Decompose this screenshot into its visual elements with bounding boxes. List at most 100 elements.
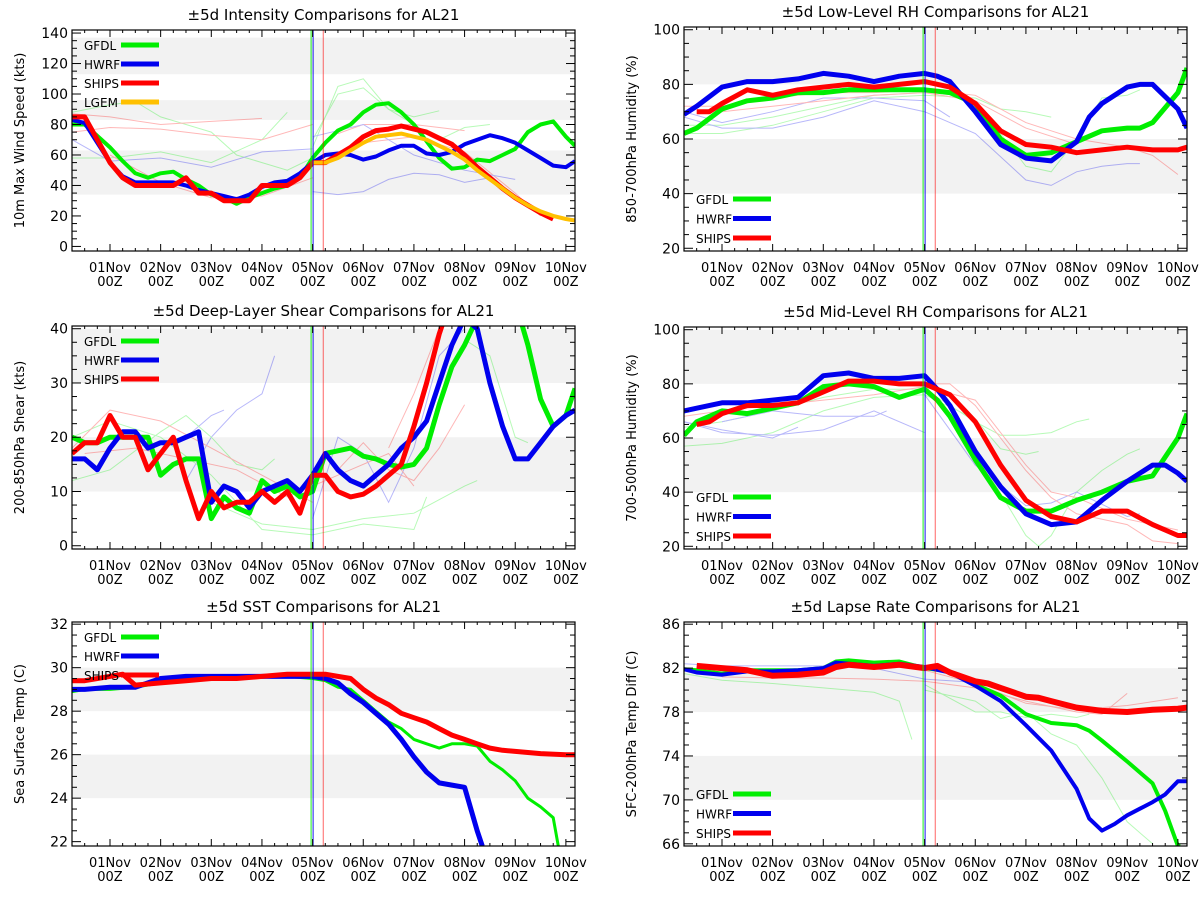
background-line-hwrf — [185, 409, 225, 438]
series-line-ships — [696, 79, 1187, 156]
background-line-gfdl — [464, 339, 529, 444]
y-axis-label: 10m Max Wind Speed (kts) — [13, 53, 28, 229]
background-line-gfdl — [72, 420, 428, 536]
x-tick-label-hour: 00Z — [811, 573, 837, 588]
y-tick-label: 80 — [50, 117, 68, 133]
series-lines — [684, 658, 1187, 846]
x-tick-label-date: 04Nov — [241, 559, 283, 574]
x-tick-label-hour: 00Z — [351, 275, 377, 290]
x-tick-label-hour: 00Z — [1115, 870, 1141, 885]
legend-label: GFDL — [84, 335, 116, 349]
y-tick-label: 0 — [59, 239, 68, 255]
x-tick-label-date: 02Nov — [140, 856, 182, 871]
x-tick-label-hour: 00Z — [1165, 275, 1191, 290]
y-tick-label: 20 — [662, 241, 680, 257]
x-tick-label-date: 04Nov — [241, 261, 283, 276]
y-tick-label: 74 — [662, 749, 680, 765]
y-tick-label: 40 — [662, 485, 680, 501]
x-tick-label-date: 04Nov — [853, 559, 895, 574]
y-tick-label: 10 — [50, 484, 68, 500]
legend: GFDL HWRF SHIPS — [84, 631, 159, 683]
y-tick-label: 40 — [662, 187, 680, 203]
y-tick-label: 20 — [50, 430, 68, 446]
x-tick-label-hour: 00Z — [1115, 573, 1141, 588]
y-axis-label: SFC-200hPa Temp Diff (C) — [625, 651, 640, 818]
chart-title: ±5d SST Comparisons for AL21 — [206, 598, 441, 616]
x-tick-label-date: 06Nov — [954, 856, 996, 871]
plot-frame — [71, 29, 576, 252]
background-line-ships — [109, 154, 313, 199]
y-tick-label: 100 — [41, 87, 68, 103]
x-tick-label-hour: 00Z — [249, 573, 275, 588]
x-tick-label-hour: 00Z — [199, 275, 225, 290]
background-line-gfdl — [924, 689, 1153, 845]
x-tick-label-date: 04Nov — [853, 261, 895, 276]
series-line-hwrf — [72, 326, 575, 511]
background-line-hwrf — [684, 97, 951, 124]
x-tick-label-hour: 00Z — [1064, 573, 1090, 588]
x-tick-label-date: 06Nov — [342, 856, 384, 871]
x-tick-label-date: 07Nov — [393, 559, 435, 574]
legend-label: HWRF — [696, 511, 732, 525]
x-tick-label-date: 02Nov — [140, 261, 182, 276]
x-tick-label-date: 09Nov — [1106, 559, 1148, 574]
x-tick-label-hour: 00Z — [452, 870, 478, 885]
x-tick-label-date: 08Nov — [1056, 856, 1098, 871]
x-tick-label-hour: 00Z — [249, 870, 275, 885]
x-tick-label-hour: 00Z — [97, 870, 123, 885]
series-lines — [72, 326, 575, 522]
y-tick-label: 80 — [662, 77, 680, 93]
background-line-ships — [924, 383, 1178, 545]
x-tick-label-date: 04Nov — [241, 856, 283, 871]
series-line-lgem — [312, 131, 575, 223]
x-tick-label-hour: 00Z — [1165, 573, 1191, 588]
x-tick-label-hour: 00Z — [1013, 275, 1039, 290]
series-line-gfdl — [684, 67, 1187, 158]
x-tick-label-hour: 00Z — [1013, 573, 1039, 588]
y-tick-label: 70 — [662, 793, 680, 809]
x-tick-label-date: 03Nov — [190, 856, 232, 871]
x-tick-label-hour: 00Z — [963, 573, 989, 588]
series-line-gfdl — [72, 101, 575, 206]
x-tick-label-date: 10Nov — [1157, 261, 1199, 276]
y-axis-label: 700-500hPa Humidity (%) — [625, 354, 640, 521]
y-tick-label: 24 — [50, 791, 68, 807]
x-tick-label-date: 05Nov — [904, 559, 946, 574]
y-tick-label: 60 — [662, 431, 680, 447]
x-tick-label-date: 10Nov — [1157, 559, 1199, 574]
x-tick-label-date: 06Nov — [954, 261, 996, 276]
y-tick-label: 32 — [50, 617, 68, 633]
x-tick-label-date: 01Nov — [701, 559, 743, 574]
legend-label: HWRF — [696, 213, 732, 227]
background-line-gfdl — [211, 480, 478, 531]
chart-panel-1: ±5d Intensity Comparisons for AL21 0 20 40 6… — [13, 6, 587, 290]
x-tick-label-date: 09Nov — [1106, 856, 1148, 871]
legend-label: GFDL — [696, 193, 728, 207]
series-line-gfdl — [684, 381, 1187, 514]
x-tick-label-date: 10Nov — [545, 856, 587, 871]
x-tick-label-date: 08Nov — [444, 856, 486, 871]
x-tick-label-date: 09Nov — [494, 261, 536, 276]
x-tick-label-hour: 00Z — [1064, 275, 1090, 290]
x-tick-label-hour: 00Z — [709, 870, 735, 885]
x-tick-label-hour: 00Z — [503, 870, 529, 885]
chart-panel-4: ±5d Mid-Level RH Comparisons for AL21 20 4… — [625, 303, 1199, 588]
legend-label: HWRF — [84, 354, 120, 368]
background-lines — [72, 78, 541, 217]
x-tick-label-hour: 00Z — [861, 275, 887, 290]
x-tick-label-hour: 00Z — [148, 275, 174, 290]
x-tick-label-hour: 00Z — [351, 573, 377, 588]
x-tick-label-hour: 00Z — [709, 275, 735, 290]
legend-label: HWRF — [84, 58, 120, 72]
legend-label: HWRF — [696, 808, 732, 822]
y-tick-label: 140 — [41, 26, 68, 42]
x-tick-label-date: 07Nov — [393, 261, 435, 276]
y-tick-label: 78 — [662, 705, 680, 721]
x-tick-label-hour: 00Z — [300, 275, 326, 290]
legend-label: HWRF — [84, 650, 120, 664]
background-line-hwrf — [312, 328, 465, 519]
x-tick-label-hour: 00Z — [300, 573, 326, 588]
x-tick-label-date: 07Nov — [1005, 856, 1047, 871]
x-tick-label-hour: 00Z — [1165, 870, 1191, 885]
